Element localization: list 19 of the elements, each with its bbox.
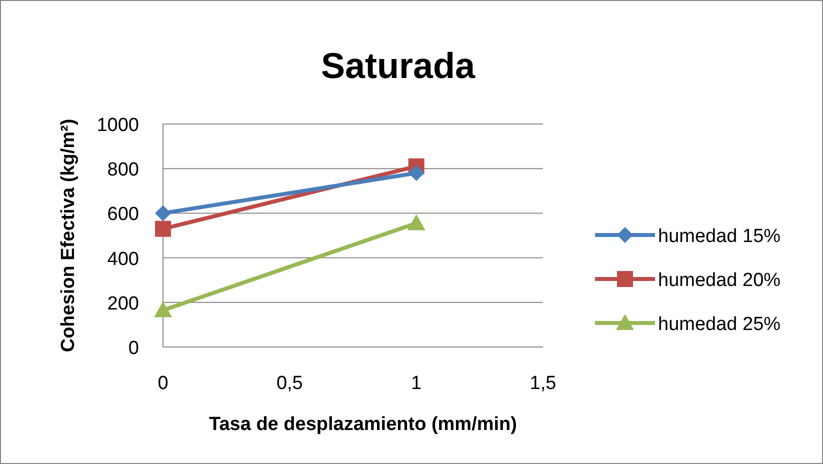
- y-tick-label: 400: [107, 248, 139, 270]
- y-tick-label: 0: [128, 338, 139, 359]
- x-tick-label: 1: [411, 373, 422, 394]
- y-tick-label: 800: [107, 160, 139, 181]
- point: [155, 205, 171, 222]
- y-tick-label: 600: [107, 204, 139, 226]
- x-axis-title: Tasa de desplazamiento (mm/min): [209, 414, 517, 435]
- point: [408, 165, 424, 182]
- legend-label: humedad 15%: [658, 226, 781, 247]
- y-tick-label: 200: [107, 293, 139, 314]
- y-tick-label: 1000: [96, 115, 139, 136]
- x-tick-label: 0,5: [276, 373, 303, 394]
- legend-label: humedad 25%: [658, 314, 781, 335]
- chart-title: Saturada: [320, 45, 476, 86]
- x-tick-label: 0: [158, 373, 168, 394]
- legend-label: humedad 20%: [658, 270, 781, 291]
- point: [155, 220, 171, 237]
- x-tick-label: 1,5: [530, 373, 556, 394]
- y-axis-title: Cohesion Efectiva (kg/m²): [58, 118, 79, 352]
